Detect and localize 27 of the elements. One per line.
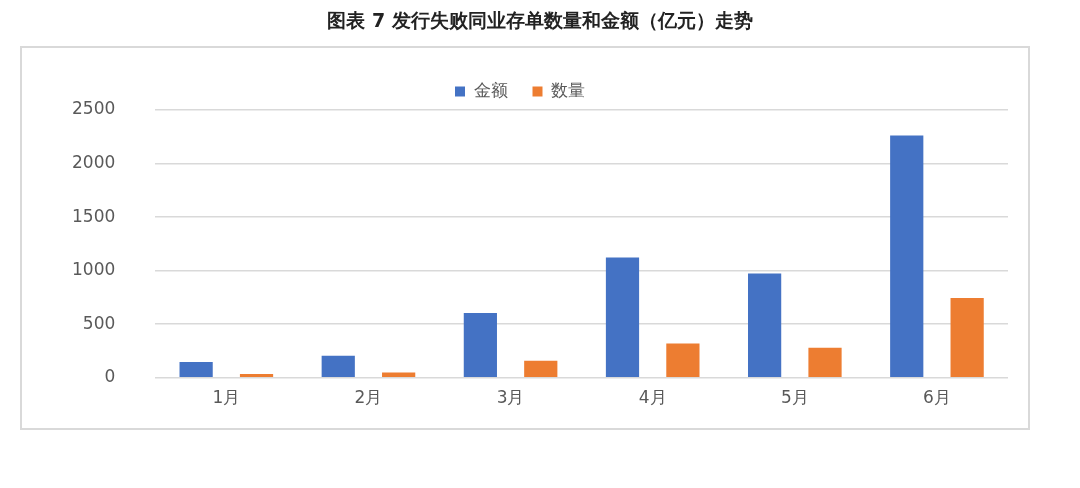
x-tick-label: 4月	[638, 387, 667, 408]
bar	[382, 372, 416, 378]
y-tick-label: 2000	[72, 151, 116, 172]
legend-label: 数量	[551, 79, 585, 100]
x-tick-label: 2月	[354, 387, 383, 408]
x-tick-label: 5月	[780, 387, 809, 408]
bar	[179, 361, 213, 378]
bar	[239, 374, 274, 378]
y-tick-label: 0	[104, 366, 116, 387]
legend-label: 金额	[473, 79, 508, 100]
bar	[808, 347, 842, 378]
chart-title: 图表 7 发行失败同业存单数量和金额（亿元）走势	[326, 8, 754, 33]
bar	[524, 360, 558, 378]
bar	[321, 355, 355, 378]
bar	[890, 135, 924, 378]
bar	[605, 257, 640, 378]
x-tick-label: 6月	[923, 387, 951, 408]
y-tick-label: 1500	[72, 205, 116, 226]
y-tick-label: 500	[82, 312, 116, 333]
x-tick-label: 1月	[212, 387, 241, 408]
y-tick-label: 2500	[72, 98, 116, 119]
x-tick-label: 3月	[496, 387, 525, 408]
y-tick-label: 1000	[72, 259, 116, 280]
bar	[666, 343, 700, 378]
bar	[463, 312, 497, 378]
bar	[950, 298, 984, 378]
bar	[748, 273, 782, 378]
